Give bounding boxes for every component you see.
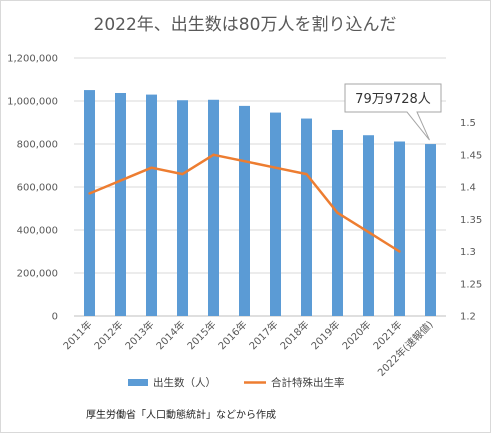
bar: [177, 100, 188, 317]
right-axis-ticks: 1.2 1.25 1.3 1.35 1.4 1.45 1.5: [460, 118, 482, 323]
left-axis-tick-label: 0: [52, 312, 58, 323]
left-axis-tick-label: 200,000: [17, 269, 58, 280]
bar: [208, 99, 219, 316]
bar: [146, 94, 157, 316]
line-point: [274, 166, 277, 169]
bar: [425, 144, 436, 316]
line-point: [119, 179, 122, 182]
bar-series: [84, 90, 436, 317]
legend-bar-swatch: [128, 379, 148, 386]
legend: 出生数（人） 合計特殊出生率: [128, 376, 345, 389]
left-axis-tick-label: 800,000: [17, 140, 58, 151]
right-axis-tick-label: 1.5: [460, 118, 476, 129]
line-point: [181, 172, 184, 176]
legend-line-label: 合計特殊出生率: [271, 376, 345, 389]
line-point: [398, 250, 401, 253]
bar: [239, 105, 250, 316]
callout: 79万9728人: [344, 83, 442, 141]
line-point: [243, 160, 246, 163]
right-axis-tick-label: 1.45: [460, 150, 482, 161]
right-axis-tick-label: 1.2: [460, 312, 476, 323]
left-axis-tick-label: 400,000: [17, 226, 58, 237]
line-point: [367, 230, 370, 234]
line-point: [88, 192, 91, 195]
line-point: [305, 172, 308, 176]
right-axis-tick-label: 1.4: [460, 183, 476, 194]
left-axis-tick-label: 1,200,000: [7, 54, 58, 65]
right-axis-tick-label: 1.25: [460, 279, 482, 290]
left-axis-ticks: 0 200,000 400,000 600,000 800,000 1,000,000 1,…: [7, 54, 58, 323]
bar: [301, 118, 312, 316]
left-axis-tick-label: 1,000,000: [7, 97, 58, 108]
source-note: 厚生労働省「人口動態統計」などから作成: [86, 408, 276, 421]
line-point: [212, 153, 215, 156]
bar: [270, 112, 281, 316]
bar: [332, 129, 343, 316]
bar: [394, 141, 405, 316]
chart-title: 2022年、出生数は80万人を割り込んだ: [94, 15, 397, 35]
legend-bar-label: 出生数（人）: [153, 376, 216, 389]
line-points: [88, 153, 401, 253]
line-point: [336, 211, 339, 214]
bar: [115, 92, 126, 316]
bar: [363, 135, 374, 316]
right-axis-tick-label: 1.35: [460, 215, 482, 226]
callout-text: 79万9728人: [355, 92, 431, 107]
line-point: [150, 166, 153, 169]
left-axis-tick-label: 600,000: [17, 183, 58, 194]
bar: [84, 90, 95, 316]
callout-box: [344, 83, 442, 141]
right-axis-tick-label: 1.3: [460, 247, 476, 258]
